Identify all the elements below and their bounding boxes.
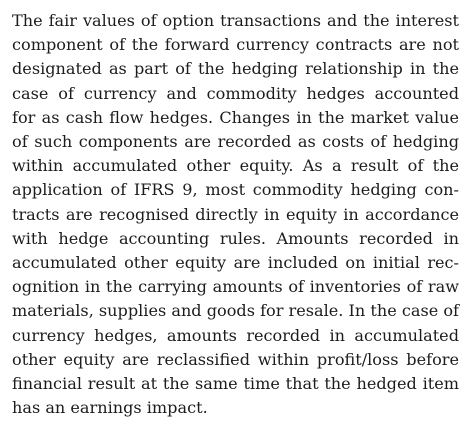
paragraph-line: with hedge accounting rules. Amounts rec… xyxy=(12,228,459,248)
paragraph-line: currency hedges, amounts recorded in acc… xyxy=(12,325,459,345)
paragraph-line: application of IFRS 9, most commodity he… xyxy=(12,180,459,200)
paragraph-line: component of the forward currency contra… xyxy=(12,35,459,55)
paragraph-line: accumulated other equity are included on… xyxy=(12,253,459,273)
paragraph-line: for as cash flow hedges. Changes in the … xyxy=(12,107,459,127)
paragraph-line: The fair values of option transactions a… xyxy=(12,11,459,30)
body-paragraph: The fair values of option transactions a… xyxy=(12,9,459,420)
paragraph-line: materials, supplies and goods for resale… xyxy=(12,301,459,321)
paragraph-line: other equity are reclassified within pro… xyxy=(12,349,459,369)
paragraph-line: within accumulated other equity. As a re… xyxy=(12,156,459,176)
paragraph-line: financial result at the same time that t… xyxy=(12,374,459,394)
paragraph-line: has an earnings impact. xyxy=(12,398,208,418)
paragraph-line: designated as part of the hedging relati… xyxy=(12,59,459,79)
paragraph-line: tracts are recognised directly in equity… xyxy=(12,204,459,224)
paragraph-line: case of currency and commodity hedges ac… xyxy=(12,83,459,103)
paragraph-line: of such components are recorded as costs… xyxy=(12,132,459,152)
paragraph-line: ognition in the carrying amounts of inve… xyxy=(12,277,459,297)
